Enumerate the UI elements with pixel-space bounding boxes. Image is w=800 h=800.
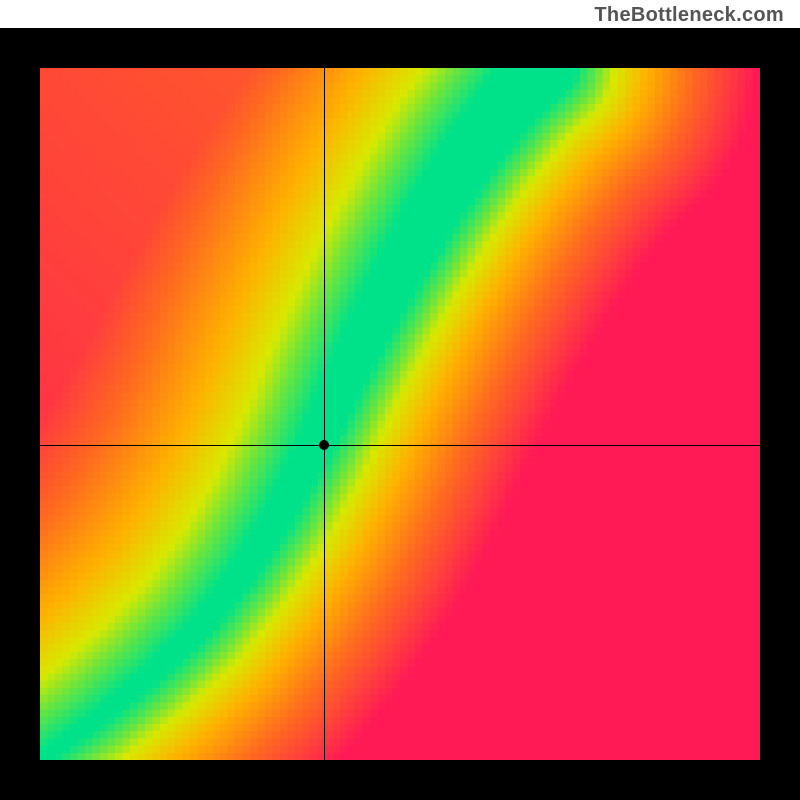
heatmap-canvas <box>40 68 760 760</box>
crosshair-horizontal <box>40 445 760 446</box>
chart-container: TheBottleneck.com <box>0 0 800 800</box>
watermark-text: TheBottleneck.com <box>594 4 784 27</box>
crosshair-vertical <box>324 68 325 760</box>
